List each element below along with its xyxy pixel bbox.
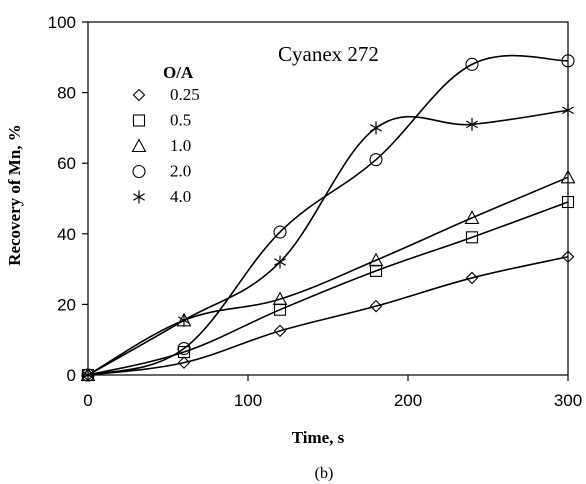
series-0-point: [369, 299, 383, 313]
y-tick-label: 0: [67, 366, 76, 385]
series-2-point: [560, 169, 576, 184]
y-tick-label: 100: [48, 13, 76, 32]
series-3-point: [465, 57, 479, 71]
y-tick-label: 60: [57, 154, 76, 173]
legend-label-2: 1.0: [170, 136, 191, 155]
series-3-point: [369, 153, 383, 167]
series-4-point: [274, 255, 286, 269]
series-line-0: [87, 255, 569, 376]
series-line-3: [87, 54, 569, 376]
series-line-4: [87, 109, 569, 376]
figure-caption: (b): [315, 465, 334, 482]
y-axis-title: Recovery of Mn, %: [5, 124, 24, 266]
series-2-point: [272, 291, 288, 306]
legend-label-3: 2.0: [170, 162, 191, 181]
legend-label-4: 4.0: [170, 187, 191, 206]
legend-marker-2: [131, 138, 147, 153]
series-4-point: [178, 313, 190, 327]
series-0-point: [561, 250, 575, 264]
axes: 0 20 40 60 80 100 0 100 200 300: [48, 13, 583, 410]
series-4-point: [562, 103, 574, 117]
series-2-point: [464, 210, 480, 224]
legend-marker-3: [132, 164, 146, 179]
y-tick-label: 20: [57, 295, 76, 314]
legend-marker-0: [132, 88, 146, 102]
series-3-point: [177, 341, 191, 356]
series-4-point: [82, 368, 94, 382]
series-line-1: [87, 201, 569, 376]
series-4-point: [370, 121, 382, 135]
series-1-point: [561, 195, 575, 209]
series-1-point: [465, 231, 479, 244]
series-3-point: [561, 54, 575, 68]
legend-marker-4: [133, 190, 145, 204]
series-2-point: [368, 252, 384, 267]
chart-annotation: Cyanex 272: [278, 42, 379, 66]
plot-frame: [87, 21, 569, 376]
legend-title: O/A: [163, 63, 194, 82]
series-4-point: [466, 117, 478, 131]
series-0-point: [465, 271, 479, 285]
x-tick-label: 100: [234, 391, 262, 410]
x-tick-label: 0: [83, 391, 92, 410]
legend: O/A 0.25 0.5 1.0 2.0 4.0: [131, 63, 200, 206]
y-tick-label: 80: [57, 84, 76, 103]
legend-label-1: 0.5: [170, 111, 191, 130]
x-tick-label: 300: [554, 391, 582, 410]
x-axis-title: Time, s: [292, 428, 345, 447]
legend-label-0: 0.25: [170, 85, 200, 104]
y-tick-label: 40: [57, 225, 76, 244]
series-0-point: [177, 356, 191, 369]
series-line-2: [87, 176, 569, 376]
series-0-point: [273, 324, 287, 338]
series-3-point: [273, 225, 287, 239]
x-tick-label: 200: [394, 391, 422, 410]
legend-marker-1: [132, 114, 146, 127]
series-layer: [80, 54, 576, 382]
